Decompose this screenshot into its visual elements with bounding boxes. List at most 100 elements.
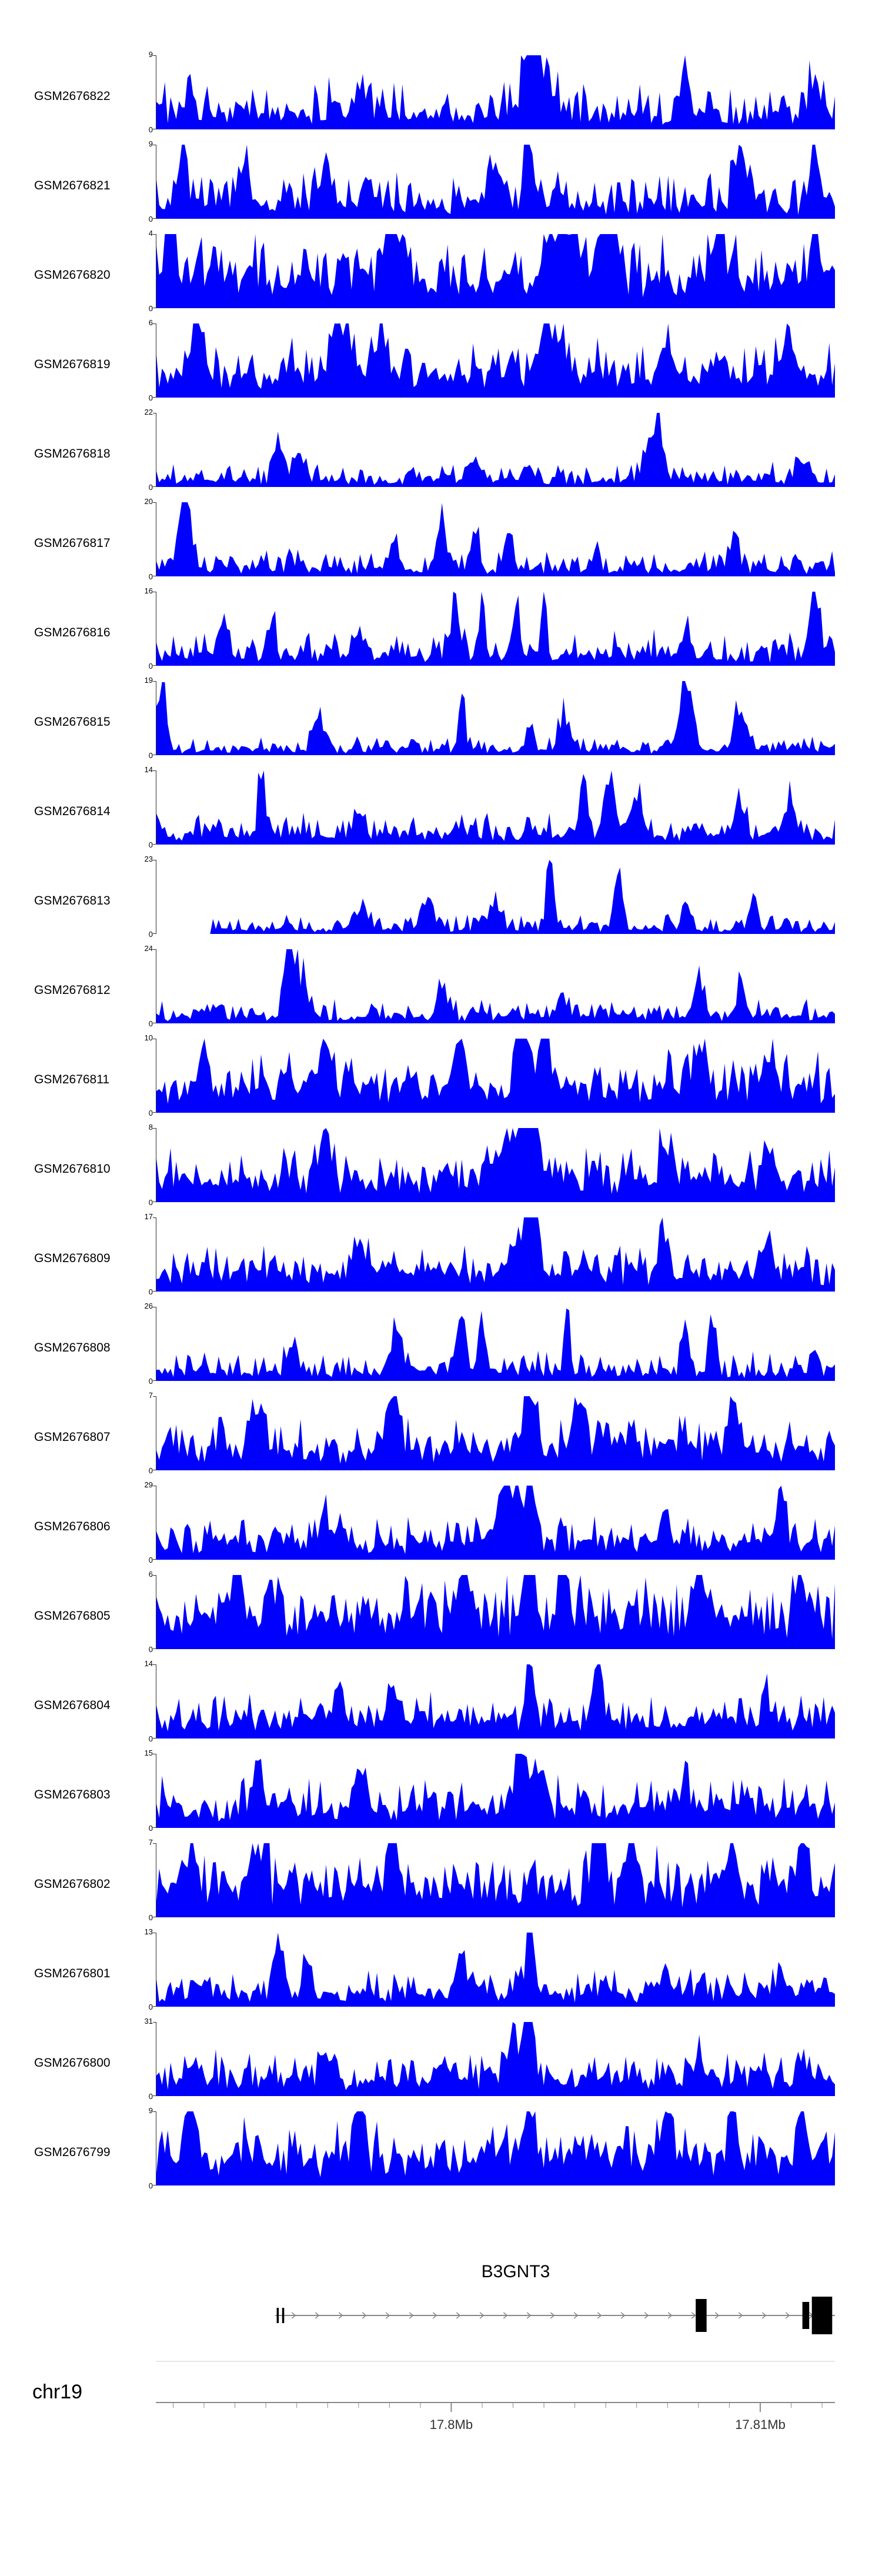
y-axis-tick bbox=[153, 2022, 156, 2023]
y-axis-zero-label: 0 bbox=[148, 1198, 153, 1207]
coverage-plot: 22 0 bbox=[145, 408, 835, 491]
coverage-plot: 16 0 bbox=[145, 587, 835, 670]
strand-arrow-icon bbox=[620, 2312, 626, 2319]
y-axis-zero-label: 0 bbox=[148, 2092, 153, 2101]
exon-box bbox=[696, 2299, 707, 2332]
coverage-plot: 20 0 bbox=[145, 498, 835, 580]
sample-label: GSM2676813 bbox=[34, 894, 111, 907]
y-axis-tick bbox=[153, 665, 156, 666]
coverage-plot: 15 0 bbox=[145, 1749, 835, 1832]
y-axis-tick bbox=[153, 397, 156, 398]
y-axis-max-label: 31 bbox=[144, 2017, 153, 2026]
y-axis-tick bbox=[153, 1559, 156, 1560]
coverage-plot: 29 0 bbox=[145, 1481, 835, 1564]
strand-arrow-icon bbox=[291, 2312, 296, 2319]
coverage-track-row: GSM2676800 31 0 bbox=[0, 2017, 882, 2108]
strand-arrow-icon bbox=[338, 2312, 343, 2319]
coverage-track-row: GSM2676815 19 0 bbox=[0, 676, 882, 767]
sample-label: GSM2676817 bbox=[34, 536, 111, 550]
strand-arrow-icon bbox=[714, 2312, 720, 2319]
coverage-track-row: GSM2676821 9 0 bbox=[0, 139, 882, 231]
sample-label: GSM2676808 bbox=[34, 1341, 111, 1354]
coverage-area bbox=[156, 949, 835, 1023]
sample-label: GSM2676809 bbox=[34, 1252, 111, 1265]
y-axis-max-label: 9 bbox=[148, 2106, 153, 2115]
y-axis-tick bbox=[153, 1843, 156, 1844]
y-axis-tick bbox=[153, 1827, 156, 1828]
y-axis-max-label: 14 bbox=[144, 1659, 153, 1668]
strand-arrow-icon bbox=[503, 2312, 508, 2319]
y-axis-max-label: 15 bbox=[144, 1749, 153, 1757]
strand-arrow-icon bbox=[362, 2312, 367, 2319]
strand-arrow-icon bbox=[644, 2312, 649, 2319]
y-axis-max-label: 16 bbox=[144, 586, 153, 595]
y-axis-tick bbox=[153, 323, 156, 324]
sample-label: GSM2676814 bbox=[34, 805, 111, 818]
y-axis-tick bbox=[153, 2006, 156, 2007]
sample-label: GSM2676812 bbox=[34, 983, 111, 997]
y-axis-max-label: 24 bbox=[144, 944, 153, 953]
coverage-area bbox=[156, 502, 835, 576]
y-axis-max-label: 9 bbox=[148, 139, 153, 148]
y-axis-max-label: 6 bbox=[148, 1570, 153, 1579]
y-axis-tick bbox=[153, 55, 156, 56]
y-axis-max-label: 4 bbox=[148, 229, 153, 238]
exon-box bbox=[802, 2302, 810, 2329]
y-axis-zero-label: 0 bbox=[148, 1734, 153, 1743]
y-axis-tick bbox=[153, 2095, 156, 2096]
axis-tick-label: 17.81Mb bbox=[735, 2417, 786, 2432]
strand-arrow-icon bbox=[573, 2312, 579, 2319]
coverage-track-row: GSM2676805 6 0 bbox=[0, 1570, 882, 1661]
y-axis-tick bbox=[153, 234, 156, 235]
sample-label: GSM2676800 bbox=[34, 2056, 111, 2070]
coverage-track-row: GSM2676802 7 0 bbox=[0, 1838, 882, 1929]
sample-label: GSM2676803 bbox=[34, 1788, 111, 1801]
y-axis-zero-label: 0 bbox=[148, 1019, 153, 1028]
exon-box bbox=[811, 2297, 833, 2334]
y-axis-tick bbox=[153, 949, 156, 950]
strand-arrow-icon bbox=[785, 2312, 790, 2319]
y-axis-max-label: 7 bbox=[148, 1838, 153, 1847]
coverage-area bbox=[156, 1754, 835, 1828]
sample-label: GSM2676804 bbox=[34, 1699, 111, 1712]
coverage-area bbox=[156, 1486, 835, 1560]
y-axis-tick bbox=[153, 502, 156, 503]
strand-arrow-icon bbox=[479, 2312, 485, 2319]
y-axis-tick bbox=[153, 1664, 156, 1665]
sample-label: GSM2676806 bbox=[34, 1520, 111, 1533]
y-axis-max-label: 19 bbox=[144, 676, 153, 685]
coverage-tracks: GSM2676822 9 0 GSM2676821 9 0 GSM2676820 4 0 GSM2… bbox=[0, 51, 882, 2197]
coverage-area bbox=[156, 1039, 835, 1113]
y-axis-tick bbox=[153, 770, 156, 771]
y-axis-zero-label: 0 bbox=[148, 215, 153, 223]
y-axis-tick bbox=[153, 1738, 156, 1739]
sample-label: GSM2676801 bbox=[34, 1967, 111, 1980]
coverage-area bbox=[156, 2111, 835, 2185]
sample-label: GSM2676802 bbox=[34, 1877, 111, 1891]
coverage-plot: 14 0 bbox=[145, 1660, 835, 1743]
y-axis-tick bbox=[153, 486, 156, 487]
y-axis-max-label: 29 bbox=[144, 1480, 153, 1489]
y-axis-zero-label: 0 bbox=[148, 1645, 153, 1654]
coverage-track-row: GSM2676817 20 0 bbox=[0, 498, 882, 588]
coverage-track-row: GSM2676818 22 0 bbox=[0, 408, 882, 499]
chromosome-label: chr19 bbox=[32, 2381, 83, 2403]
coverage-track-row: GSM2676819 6 0 bbox=[0, 319, 882, 409]
coverage-track-row: GSM2676814 14 0 bbox=[0, 766, 882, 856]
y-axis-max-label: 20 bbox=[144, 497, 153, 506]
coverage-area bbox=[156, 681, 835, 755]
coverage-area bbox=[156, 1128, 835, 1202]
y-axis-tick bbox=[153, 1380, 156, 1381]
coverage-area bbox=[156, 1575, 835, 1649]
coverage-area bbox=[156, 770, 835, 845]
y-axis-zero-label: 0 bbox=[148, 572, 153, 581]
y-axis-tick bbox=[153, 1575, 156, 1576]
strand-arrow-icon bbox=[597, 2312, 602, 2319]
y-axis-zero-label: 0 bbox=[148, 662, 153, 670]
coverage-area bbox=[156, 234, 835, 308]
